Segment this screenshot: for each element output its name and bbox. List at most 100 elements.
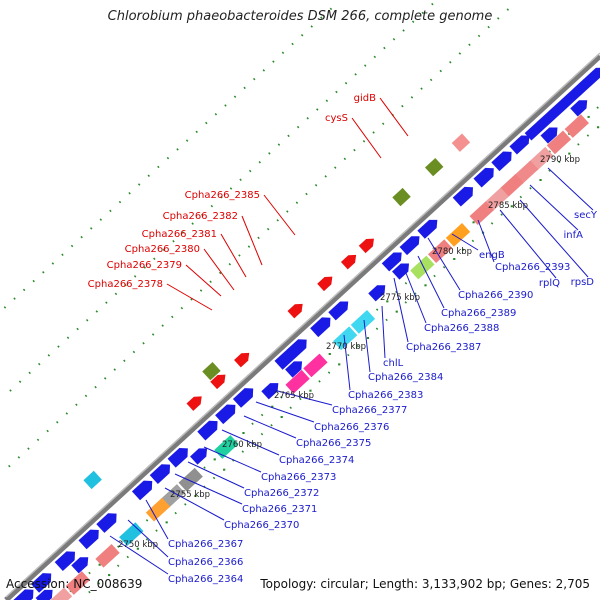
forward-gene	[78, 529, 99, 550]
track-dot	[529, 186, 532, 190]
track-dot	[286, 210, 289, 213]
forward-gene	[540, 127, 558, 144]
gene-category-box	[514, 160, 539, 185]
track-dot	[161, 324, 164, 327]
track-dot	[210, 204, 214, 208]
forward-gene	[473, 167, 494, 188]
track-dot	[176, 148, 179, 151]
track-dot	[262, 69, 266, 72]
gene-category-box	[410, 255, 435, 280]
track-dot	[97, 582, 101, 585]
track-dot	[329, 7, 333, 11]
scale-label: 2775 kbp	[380, 293, 420, 303]
track-dot	[439, 69, 442, 73]
leader-line	[185, 264, 222, 297]
genome-backbone	[4, 52, 600, 600]
track-dot	[239, 178, 242, 181]
track-dot	[38, 362, 41, 366]
gene-category-box	[350, 310, 376, 334]
forward-gene	[13, 589, 34, 600]
track-dot	[114, 292, 118, 296]
track-dot	[277, 143, 281, 146]
track-dot	[477, 34, 481, 38]
leader-line	[166, 283, 213, 311]
track-dot	[75, 403, 78, 406]
forward-gene	[190, 448, 208, 465]
forward-gene-label: Cpha266_2377	[332, 405, 407, 416]
track-dot	[105, 301, 108, 304]
gene-category-box	[546, 130, 572, 155]
track-dot	[289, 406, 292, 409]
track-dot	[214, 113, 218, 116]
track-dot	[70, 244, 74, 248]
reverse-gene-label: Cpha266_2381	[142, 229, 217, 240]
accession-text: Accession: NC_008639	[6, 577, 143, 591]
leader-line	[343, 334, 351, 391]
gene-labels: gidB cysS Cpha266_2385 Cpha266_2382 Cpha266_…	[88, 93, 598, 585]
leader-line	[265, 387, 333, 406]
track-dot	[458, 52, 462, 55]
track-dot	[171, 315, 174, 319]
forward-gene	[30, 573, 52, 593]
track-dot	[327, 371, 331, 374]
leader-line	[263, 194, 296, 236]
track-dot	[88, 590, 91, 594]
forward-gene-label: Cpha266_2384	[368, 372, 443, 383]
track-dot	[57, 345, 60, 348]
forward-gene	[149, 464, 171, 484]
track-dot	[372, 131, 375, 134]
track-dot	[344, 81, 348, 85]
forward-gene	[167, 447, 188, 468]
track-dot	[99, 218, 103, 221]
track-dot	[145, 538, 149, 541]
forward-gene-label: Cpha266_2393	[495, 262, 570, 273]
track-dot	[233, 95, 237, 98]
leader-line	[427, 237, 461, 291]
gene-category-box	[332, 326, 358, 351]
track-dot	[36, 438, 40, 442]
track-dot	[126, 555, 129, 559]
forward-gene-label: Cpha266_2387	[406, 342, 481, 353]
forward-gene	[509, 135, 530, 155]
forward-gene	[399, 236, 420, 256]
forward-gene	[261, 383, 279, 400]
track-dot	[280, 396, 283, 399]
track-dot	[137, 183, 141, 186]
track-dot	[66, 336, 70, 340]
leader-line	[221, 429, 280, 456]
gene-category-box	[95, 543, 120, 568]
forward-gene	[35, 589, 53, 600]
track-dot	[18, 380, 22, 383]
track-dot	[385, 318, 388, 322]
gene-category-box	[160, 484, 186, 508]
forward-gene	[570, 100, 588, 117]
track-dot	[362, 140, 366, 143]
track-dot	[8, 464, 11, 468]
forward-gene-label: rplQ	[539, 278, 560, 289]
track-dot	[143, 266, 146, 269]
track-dot	[471, 239, 475, 243]
leader-line	[145, 499, 169, 540]
track-dot	[142, 341, 145, 345]
track-dot	[181, 231, 185, 234]
forward-gene	[491, 151, 512, 172]
track-dot	[433, 274, 436, 278]
forward-gene-label: Cpha266_2364	[168, 574, 243, 585]
forward-gene	[417, 219, 438, 239]
track-dot	[27, 447, 30, 450]
leader-line	[499, 209, 557, 279]
track-dot	[151, 333, 155, 336]
track-dot	[506, 8, 510, 11]
forward-gene	[392, 263, 410, 280]
track-dot	[335, 90, 338, 94]
forward-gene-label: rpsD	[571, 277, 595, 288]
track-dot	[354, 73, 357, 76]
gene-category-box	[424, 158, 444, 177]
leader-line	[241, 215, 263, 266]
track-dot	[3, 306, 7, 309]
track-dot	[116, 564, 120, 568]
leader-line	[363, 319, 371, 373]
track-dot	[109, 209, 112, 213]
leader-line	[164, 487, 225, 521]
track-dot	[180, 306, 184, 310]
